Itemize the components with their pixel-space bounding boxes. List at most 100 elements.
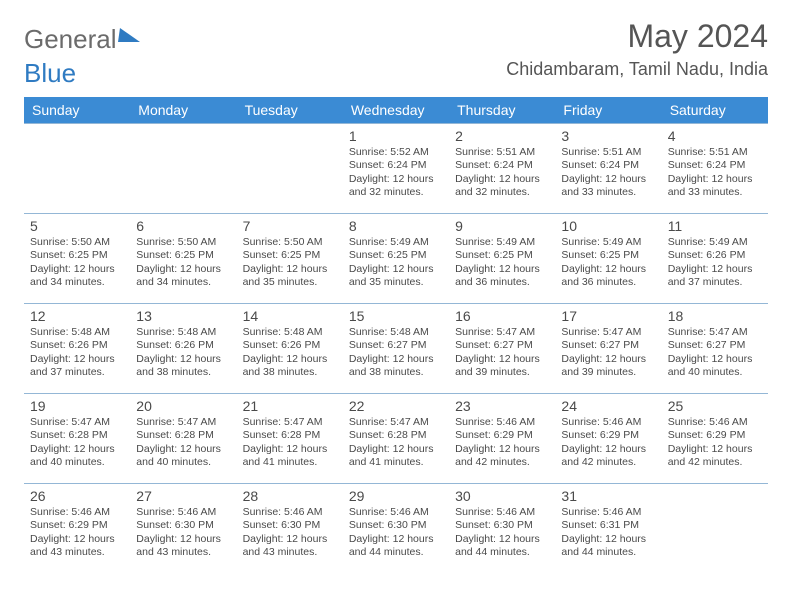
day-cell: 3Sunrise: 5:51 AMSunset: 6:24 PMDaylight…	[555, 124, 661, 214]
sunset-line: Sunset: 6:30 PM	[243, 519, 337, 532]
day-number: 29	[349, 488, 443, 504]
sunset-line: Sunset: 6:28 PM	[349, 429, 443, 442]
day-number: 20	[136, 398, 230, 414]
sunrise-line: Sunrise: 5:50 AM	[243, 236, 337, 249]
sunrise-line: Sunrise: 5:47 AM	[455, 326, 549, 339]
daylight-line: Daylight: 12 hours and 37 minutes.	[668, 263, 762, 290]
day-number: 21	[243, 398, 337, 414]
sunrise-line: Sunrise: 5:46 AM	[349, 506, 443, 519]
sunrise-line: Sunrise: 5:50 AM	[136, 236, 230, 249]
sunrise-line: Sunrise: 5:47 AM	[668, 326, 762, 339]
day-number: 9	[455, 218, 549, 234]
empty-cell	[130, 124, 236, 214]
sunrise-line: Sunrise: 5:46 AM	[561, 416, 655, 429]
sunrise-line: Sunrise: 5:49 AM	[668, 236, 762, 249]
sunrise-line: Sunrise: 5:46 AM	[561, 506, 655, 519]
sunrise-line: Sunrise: 5:46 AM	[455, 506, 549, 519]
day-cell: 8Sunrise: 5:49 AMSunset: 6:25 PMDaylight…	[343, 214, 449, 304]
weekday-header: Sunday	[24, 97, 130, 124]
day-cell: 6Sunrise: 5:50 AMSunset: 6:25 PMDaylight…	[130, 214, 236, 304]
sunrise-line: Sunrise: 5:46 AM	[455, 416, 549, 429]
weekday-header: Saturday	[662, 97, 768, 124]
daylight-line: Daylight: 12 hours and 35 minutes.	[243, 263, 337, 290]
daylight-line: Daylight: 12 hours and 43 minutes.	[136, 533, 230, 560]
sunset-line: Sunset: 6:26 PM	[136, 339, 230, 352]
calendar-row: 26Sunrise: 5:46 AMSunset: 6:29 PMDayligh…	[24, 484, 768, 574]
day-cell: 14Sunrise: 5:48 AMSunset: 6:26 PMDayligh…	[237, 304, 343, 394]
sunrise-line: Sunrise: 5:48 AM	[30, 326, 124, 339]
day-cell: 22Sunrise: 5:47 AMSunset: 6:28 PMDayligh…	[343, 394, 449, 484]
sunset-line: Sunset: 6:24 PM	[349, 159, 443, 172]
sunrise-line: Sunrise: 5:50 AM	[30, 236, 124, 249]
weekday-row: SundayMondayTuesdayWednesdayThursdayFrid…	[24, 97, 768, 124]
calendar-body: 1Sunrise: 5:52 AMSunset: 6:24 PMDaylight…	[24, 124, 768, 574]
calendar-head: SundayMondayTuesdayWednesdayThursdayFrid…	[24, 97, 768, 124]
title-block: May 2024 Chidambaram, Tamil Nadu, India	[506, 18, 768, 80]
day-cell: 7 Sunrise: 5:50 AMSunset: 6:25 PMDaylight…	[237, 214, 343, 304]
day-cell: 27Sunrise: 5:46 AMSunset: 6:30 PMDayligh…	[130, 484, 236, 574]
daylight-line: Daylight: 12 hours and 44 minutes.	[349, 533, 443, 560]
day-number: 2	[455, 128, 549, 144]
sunrise-line: Sunrise: 5:46 AM	[668, 416, 762, 429]
day-number: 7	[243, 218, 337, 234]
sunset-line: Sunset: 6:29 PM	[30, 519, 124, 532]
daylight-line: Daylight: 12 hours and 41 minutes.	[243, 443, 337, 470]
weekday-header: Wednesday	[343, 97, 449, 124]
sunrise-line: Sunrise: 5:49 AM	[561, 236, 655, 249]
day-cell: 30Sunrise: 5:46 AMSunset: 6:30 PMDayligh…	[449, 484, 555, 574]
daylight-line: Daylight: 12 hours and 42 minutes.	[668, 443, 762, 470]
sunset-line: Sunset: 6:25 PM	[243, 249, 337, 262]
sunset-line: Sunset: 6:25 PM	[455, 249, 549, 262]
day-number: 8	[349, 218, 443, 234]
daylight-line: Daylight: 12 hours and 44 minutes.	[455, 533, 549, 560]
calendar-row: 1Sunrise: 5:52 AMSunset: 6:24 PMDaylight…	[24, 124, 768, 214]
sunset-line: Sunset: 6:24 PM	[668, 159, 762, 172]
daylight-line: Daylight: 12 hours and 40 minutes.	[30, 443, 124, 470]
calendar-row: 12Sunrise: 5:48 AMSunset: 6:26 PMDayligh…	[24, 304, 768, 394]
sunset-line: Sunset: 6:30 PM	[455, 519, 549, 532]
sunset-line: Sunset: 6:27 PM	[349, 339, 443, 352]
logo-text-general: General	[24, 24, 117, 55]
weekday-header: Monday	[130, 97, 236, 124]
location: Chidambaram, Tamil Nadu, India	[506, 59, 768, 80]
daylight-line: Daylight: 12 hours and 32 minutes.	[349, 173, 443, 200]
day-cell: 28Sunrise: 5:46 AMSunset: 6:30 PMDayligh…	[237, 484, 343, 574]
empty-cell	[662, 484, 768, 574]
day-cell: 2Sunrise: 5:51 AMSunset: 6:24 PMDaylight…	[449, 124, 555, 214]
day-number: 31	[561, 488, 655, 504]
day-cell: 12Sunrise: 5:48 AMSunset: 6:26 PMDayligh…	[24, 304, 130, 394]
day-number: 14	[243, 308, 337, 324]
day-number: 24	[561, 398, 655, 414]
day-number: 10	[561, 218, 655, 234]
sunrise-line: Sunrise: 5:51 AM	[668, 146, 762, 159]
sunrise-line: Sunrise: 5:48 AM	[136, 326, 230, 339]
day-cell: 23Sunrise: 5:46 AMSunset: 6:29 PMDayligh…	[449, 394, 555, 484]
sunrise-line: Sunrise: 5:49 AM	[349, 236, 443, 249]
daylight-line: Daylight: 12 hours and 40 minutes.	[668, 353, 762, 380]
day-cell: 4Sunrise: 5:51 AMSunset: 6:24 PMDaylight…	[662, 124, 768, 214]
calendar-page: General May 2024 Chidambaram, Tamil Nadu…	[0, 0, 792, 592]
sunset-line: Sunset: 6:24 PM	[561, 159, 655, 172]
sunrise-line: Sunrise: 5:47 AM	[561, 326, 655, 339]
day-number: 18	[668, 308, 762, 324]
sunset-line: Sunset: 6:28 PM	[136, 429, 230, 442]
day-cell: 13Sunrise: 5:48 AMSunset: 6:26 PMDayligh…	[130, 304, 236, 394]
day-number: 11	[668, 218, 762, 234]
sunset-line: Sunset: 6:25 PM	[30, 249, 124, 262]
sunset-line: Sunset: 6:26 PM	[668, 249, 762, 262]
logo: General	[24, 24, 141, 55]
day-number: 28	[243, 488, 337, 504]
sunset-line: Sunset: 6:25 PM	[349, 249, 443, 262]
daylight-line: Daylight: 12 hours and 32 minutes.	[455, 173, 549, 200]
day-cell: 24Sunrise: 5:46 AMSunset: 6:29 PMDayligh…	[555, 394, 661, 484]
logo-triangle-icon	[118, 28, 142, 42]
daylight-line: Daylight: 12 hours and 34 minutes.	[30, 263, 124, 290]
day-number: 22	[349, 398, 443, 414]
sunset-line: Sunset: 6:28 PM	[30, 429, 124, 442]
daylight-line: Daylight: 12 hours and 42 minutes.	[455, 443, 549, 470]
day-cell: 20Sunrise: 5:47 AMSunset: 6:28 PMDayligh…	[130, 394, 236, 484]
empty-cell	[237, 124, 343, 214]
daylight-line: Daylight: 12 hours and 39 minutes.	[455, 353, 549, 380]
day-cell: 26Sunrise: 5:46 AMSunset: 6:29 PMDayligh…	[24, 484, 130, 574]
daylight-line: Daylight: 12 hours and 37 minutes.	[30, 353, 124, 380]
